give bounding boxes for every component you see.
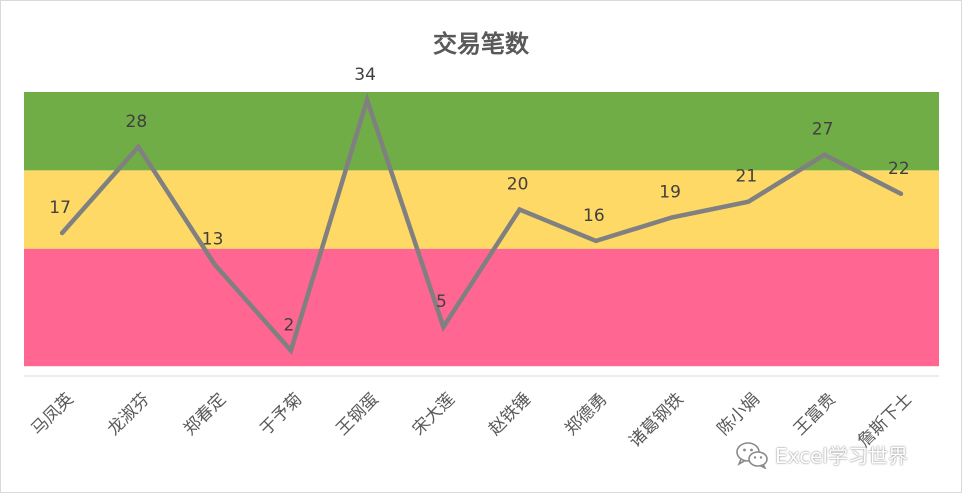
x-tick-label-10: 王富贵	[790, 389, 840, 439]
data-point-7	[593, 238, 598, 243]
data-label-7: 16	[583, 206, 605, 226]
data-label-3: 2	[283, 316, 294, 336]
x-tick-label-1: 龙淑芬	[104, 389, 154, 439]
data-label-4: 34	[354, 65, 376, 85]
data-label-0: 17	[49, 198, 71, 218]
watermark: Excel学习世界	[735, 440, 908, 469]
x-tick-label-2: 郑春定	[180, 389, 230, 439]
data-point-2	[212, 262, 217, 267]
x-tick-label-8: 诸葛钢铁	[625, 389, 687, 451]
x-tick-label-4: 王钢蛋	[332, 389, 382, 439]
band-2	[24, 92, 939, 171]
data-label-1: 28	[126, 112, 148, 132]
data-label-6: 20	[507, 175, 529, 195]
data-label-11: 22	[888, 159, 910, 179]
data-point-6	[517, 207, 522, 212]
data-label-8: 19	[659, 182, 681, 202]
data-point-11	[898, 191, 903, 196]
data-label-5: 5	[436, 292, 447, 312]
data-point-8	[670, 215, 675, 220]
data-labels: 17 28 13 2 34 5 20 16 19 21 27 22	[49, 65, 910, 353]
x-tick-label-9: 陈小娟	[714, 389, 764, 439]
data-point-0	[60, 231, 65, 236]
data-point-3	[288, 348, 293, 353]
data-point-4	[365, 97, 370, 102]
data-label-10: 27	[812, 120, 834, 140]
series-line	[59, 92, 904, 356]
x-tick-label-0: 马凤英	[27, 389, 77, 439]
series-line-layer	[59, 92, 904, 356]
watermark-text: Excel学习世界	[775, 444, 908, 468]
x-tick-label-7: 郑德勇	[561, 389, 611, 439]
chart-title: 交易笔数	[433, 30, 529, 58]
data-point-1	[136, 144, 141, 149]
data-label-2: 13	[202, 229, 224, 249]
wechat-icon	[736, 441, 768, 469]
x-tick-label-3: 于予菊	[256, 389, 306, 439]
data-point-10	[822, 152, 827, 157]
data-point-9	[746, 199, 751, 204]
x-tick-label-5: 宋大莲	[409, 389, 459, 439]
background-bands	[24, 92, 939, 367]
data-point-5	[441, 325, 446, 330]
data-label-9: 21	[736, 167, 758, 187]
x-tick-label-6: 赵铁锤	[485, 389, 535, 439]
